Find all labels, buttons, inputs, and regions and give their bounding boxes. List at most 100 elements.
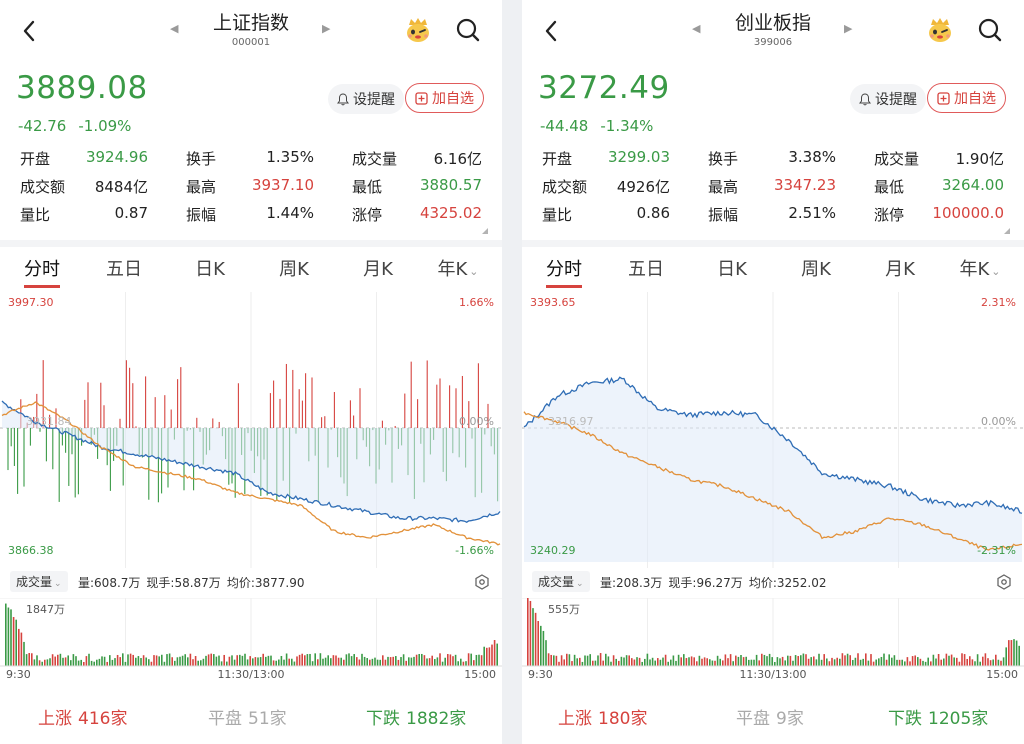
volume-bar bbox=[807, 658, 810, 666]
volume-bar bbox=[571, 661, 573, 666]
tab-5day[interactable]: 五日 bbox=[106, 259, 142, 280]
tab-intraday[interactable]: 分时 bbox=[524, 255, 604, 288]
search-icon[interactable] bbox=[976, 16, 1004, 44]
volume-bar bbox=[974, 661, 976, 666]
tab-monthly[interactable]: 月K bbox=[363, 259, 393, 280]
settings-hex-icon[interactable] bbox=[474, 574, 490, 590]
volume-bar bbox=[343, 659, 345, 666]
volume-bar bbox=[51, 654, 54, 666]
volume-bar bbox=[831, 657, 833, 666]
volume-bar bbox=[332, 655, 335, 666]
add-watchlist-button[interactable]: 加自选 bbox=[405, 83, 484, 113]
stats-row: 成交额 8484亿 最高 3937.10 最低 3880.57 bbox=[16, 172, 486, 200]
set-alert-button[interactable]: 设提醒 bbox=[328, 84, 404, 114]
volume-bar bbox=[529, 600, 532, 666]
volume-bar bbox=[174, 660, 176, 666]
volume-bar bbox=[550, 654, 552, 666]
volume-bar bbox=[132, 654, 134, 666]
volume-chart: 555万 9:30 11:30/13:00 15:00 bbox=[522, 598, 1024, 681]
volume-bar bbox=[28, 653, 30, 666]
tab-5day[interactable]: 五日 bbox=[628, 259, 664, 280]
volume-bar bbox=[330, 658, 332, 666]
volume-bar bbox=[423, 655, 426, 666]
volume-value: 量:208.3万 bbox=[600, 576, 663, 590]
stat-value: 2.51% bbox=[788, 204, 836, 222]
mascot-icon[interactable] bbox=[402, 14, 434, 46]
price-area bbox=[2, 401, 500, 523]
tab-intraday[interactable]: 分时 bbox=[2, 255, 82, 288]
market-breadth: 上涨 416家 平盘 51家 下跌 1882家 bbox=[0, 696, 502, 736]
volume-dropdown[interactable]: 成交量 ⌄ bbox=[532, 571, 590, 592]
volume-bar bbox=[233, 659, 236, 666]
tab-daily[interactable]: 日K bbox=[195, 259, 225, 280]
volume-bar bbox=[969, 656, 971, 666]
volume-bar bbox=[607, 656, 610, 666]
price-change: -44.48 -1.34% bbox=[540, 117, 665, 135]
volume-bar bbox=[83, 661, 85, 666]
bell-icon bbox=[859, 92, 871, 105]
volume-bar bbox=[771, 657, 773, 666]
intraday-chart[interactable]: 3997.30 1.66% 0.00% 3931.84 3866.38 -1.66% bbox=[0, 292, 502, 568]
volume-bar bbox=[168, 653, 171, 666]
back-button[interactable] bbox=[536, 14, 566, 48]
expand-corner-icon[interactable] bbox=[1004, 228, 1010, 234]
change-percent: -1.09% bbox=[78, 117, 132, 135]
volume-bar bbox=[205, 655, 207, 666]
volume-bar bbox=[698, 655, 701, 666]
volume-bar bbox=[711, 660, 714, 666]
change-percent: -1.34% bbox=[600, 117, 654, 135]
volume-bar bbox=[774, 661, 776, 666]
expand-corner-icon[interactable] bbox=[482, 228, 488, 234]
volume-bar bbox=[1008, 640, 1010, 666]
volume-bar bbox=[374, 657, 376, 666]
volume-bar bbox=[768, 653, 771, 666]
stat-value: 3.38% bbox=[788, 148, 836, 166]
volume-bar bbox=[605, 653, 607, 666]
prev-stock-arrow-icon[interactable]: ◀ bbox=[692, 22, 701, 35]
volume-bar bbox=[992, 659, 994, 666]
volume-bar bbox=[410, 657, 413, 666]
volume-bar bbox=[948, 655, 950, 666]
back-button[interactable] bbox=[14, 14, 44, 48]
search-icon[interactable] bbox=[454, 16, 482, 44]
volume-bar bbox=[997, 659, 1000, 666]
set-alert-button[interactable]: 设提醒 bbox=[850, 84, 926, 114]
intraday-chart[interactable]: 3393.65 2.31% 0.00% 3316.97 3240.29 -2.31% bbox=[522, 292, 1024, 568]
volume-bar bbox=[696, 661, 698, 666]
volume-bar bbox=[854, 657, 857, 666]
volume-bar bbox=[158, 656, 160, 666]
volume-bar bbox=[218, 655, 220, 666]
volume-bar bbox=[207, 654, 210, 666]
tab-weekly[interactable]: 周K bbox=[801, 259, 831, 280]
tab-daily[interactable]: 日K bbox=[717, 259, 747, 280]
add-watchlist-button[interactable]: 加自选 bbox=[927, 83, 1006, 113]
volume-bar bbox=[54, 656, 56, 666]
tab-yearly[interactable]: 年K ⌄ bbox=[437, 259, 479, 280]
volume-bar bbox=[680, 657, 682, 666]
settings-hex-icon[interactable] bbox=[996, 574, 1012, 590]
breadth-up: 上涨 180家 bbox=[558, 709, 648, 729]
volume-bar bbox=[755, 654, 758, 666]
tab-monthly[interactable]: 月K bbox=[885, 259, 915, 280]
volume-bar bbox=[179, 656, 181, 666]
next-stock-arrow-icon[interactable]: ▶ bbox=[322, 22, 331, 35]
volume-bar bbox=[589, 654, 591, 666]
tab-weekly[interactable]: 周K bbox=[279, 259, 309, 280]
pct-zero-label: 0.00% bbox=[981, 415, 1016, 428]
next-stock-arrow-icon[interactable]: ▶ bbox=[844, 22, 853, 35]
volume-bar bbox=[93, 661, 95, 666]
volume-bar bbox=[5, 603, 7, 666]
mascot-icon[interactable] bbox=[924, 14, 956, 46]
volume-bar bbox=[436, 657, 439, 666]
volume-bar bbox=[701, 658, 703, 666]
volume-bar bbox=[444, 657, 446, 666]
volume-dropdown[interactable]: 成交量 ⌄ bbox=[10, 571, 68, 592]
volume-bar bbox=[181, 655, 184, 666]
volume-bar bbox=[984, 653, 987, 666]
stat-value: 3347.23 bbox=[773, 176, 836, 194]
tab-yearly[interactable]: 年K ⌄ bbox=[959, 259, 1001, 280]
volume-bar bbox=[460, 658, 462, 666]
prev-stock-arrow-icon[interactable]: ◀ bbox=[170, 22, 179, 35]
volume-bar bbox=[231, 655, 233, 666]
volume-bar bbox=[163, 661, 166, 666]
